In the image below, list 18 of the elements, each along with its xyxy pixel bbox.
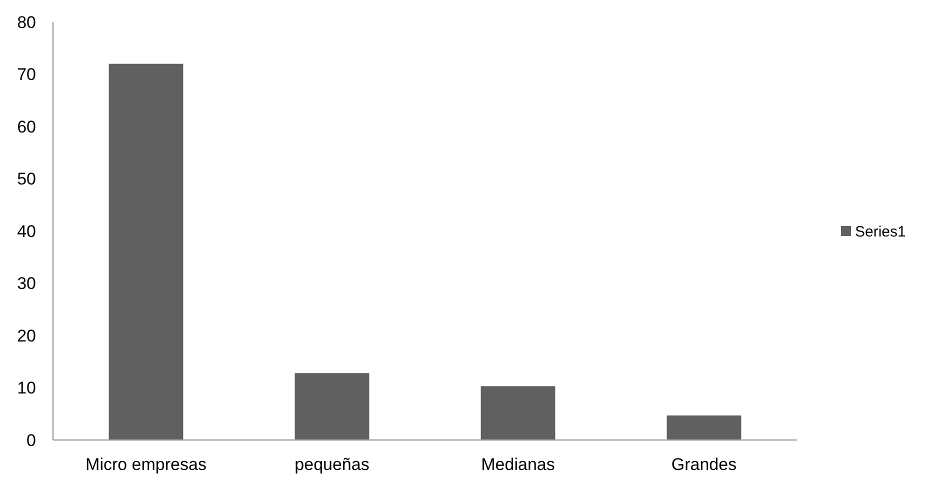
x-tick-label: pequeñas — [294, 455, 370, 474]
y-tick-label: 0 — [26, 430, 36, 450]
x-tick-label: Medianas — [481, 455, 555, 474]
bar — [666, 415, 742, 440]
y-tick-label: 40 — [17, 222, 36, 241]
bar — [294, 373, 370, 440]
legend-label: Series1 — [855, 223, 906, 240]
x-tick-label: Grandes — [671, 455, 737, 474]
y-tick-label: 80 — [17, 12, 36, 32]
y-tick-label: 50 — [17, 170, 36, 189]
y-tick-label: 30 — [17, 274, 36, 294]
y-tick-label: 10 — [17, 378, 36, 398]
bar — [108, 64, 184, 440]
x-tick-label: Micro empresas — [86, 455, 206, 474]
y-tick-label: 70 — [17, 65, 36, 84]
y-tick-label: 20 — [17, 326, 36, 346]
y-tick-label: 60 — [17, 117, 36, 136]
bar — [480, 386, 556, 440]
